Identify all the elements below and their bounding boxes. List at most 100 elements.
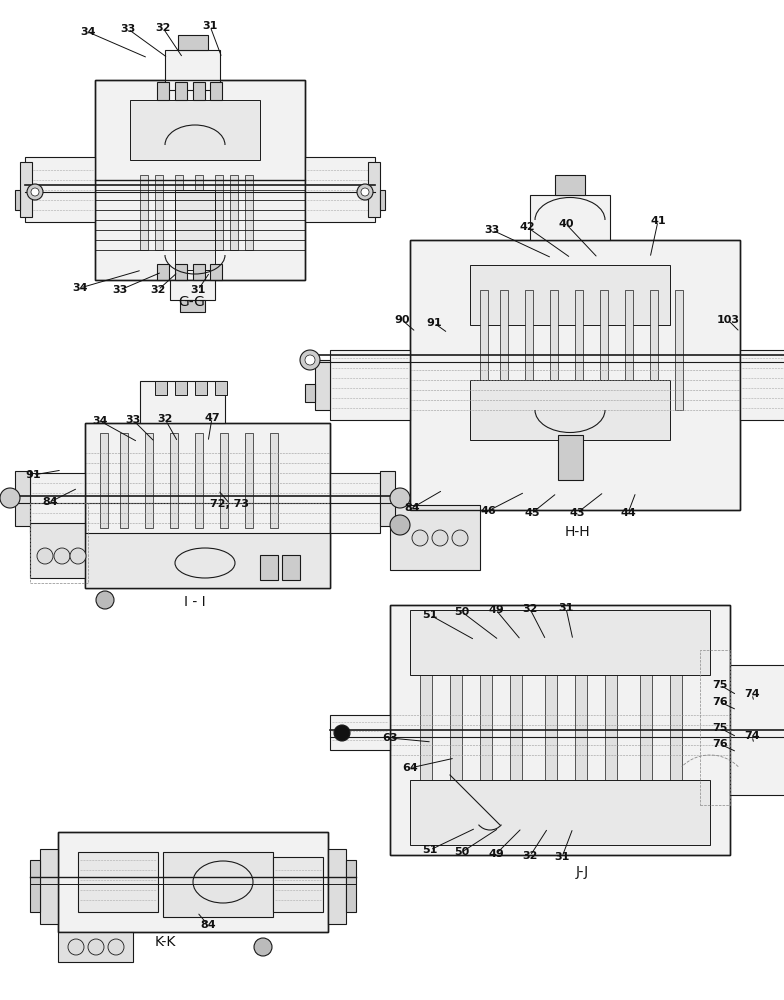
Bar (558, 435, 583, 480)
Text: 31: 31 (202, 21, 218, 31)
Bar (315, 360, 330, 410)
Text: 42: 42 (519, 222, 535, 232)
Text: 84: 84 (405, 503, 419, 513)
Circle shape (300, 350, 320, 370)
Bar (575, 290, 583, 410)
Bar (20, 162, 32, 217)
Text: 51: 51 (423, 845, 437, 855)
Circle shape (54, 548, 70, 564)
Text: 75: 75 (713, 723, 728, 733)
Bar (368, 162, 380, 217)
Bar (530, 195, 610, 240)
Bar (155, 381, 167, 395)
Bar (195, 433, 203, 528)
Bar (730, 665, 784, 795)
Bar (175, 264, 187, 280)
Circle shape (357, 184, 373, 200)
Text: 49: 49 (488, 849, 504, 859)
Bar (273, 857, 323, 912)
Bar (120, 433, 128, 528)
Circle shape (31, 188, 39, 196)
Bar (58, 832, 328, 932)
Bar (180, 300, 205, 312)
Circle shape (254, 938, 272, 956)
Bar (95, 80, 305, 280)
Text: 63: 63 (383, 733, 397, 743)
Bar (145, 433, 153, 528)
Bar (410, 780, 710, 845)
Text: 31: 31 (558, 603, 574, 613)
Circle shape (412, 530, 428, 546)
Bar (15, 471, 30, 526)
Text: 74: 74 (744, 731, 760, 741)
Text: 84: 84 (42, 497, 58, 507)
Bar (30, 860, 40, 912)
Bar (215, 175, 223, 250)
Bar (140, 175, 148, 250)
Circle shape (68, 939, 84, 955)
Bar (140, 381, 225, 423)
Text: 34: 34 (93, 416, 107, 426)
Circle shape (361, 188, 369, 196)
Circle shape (27, 184, 43, 200)
Text: 84: 84 (200, 920, 216, 930)
Bar (58, 932, 133, 962)
Bar (420, 660, 432, 795)
Circle shape (0, 488, 20, 508)
Text: 34: 34 (80, 27, 96, 37)
Bar (155, 175, 163, 250)
Bar (675, 290, 683, 410)
Bar (30, 523, 85, 578)
Bar (525, 290, 533, 410)
Bar (282, 555, 300, 580)
Bar (305, 384, 315, 402)
Bar (170, 280, 215, 300)
Text: 50: 50 (455, 607, 470, 617)
Bar (410, 240, 740, 510)
Text: 49: 49 (488, 605, 504, 615)
Bar (555, 175, 585, 195)
Bar (380, 190, 385, 210)
Bar (170, 433, 178, 528)
Text: 33: 33 (121, 24, 136, 34)
Text: 90: 90 (394, 315, 410, 325)
Text: 33: 33 (125, 415, 140, 425)
Circle shape (390, 515, 410, 535)
Bar (305, 157, 375, 222)
Bar (500, 290, 508, 410)
Bar (480, 660, 492, 795)
Bar (380, 471, 395, 526)
Bar (30, 473, 85, 533)
Text: 91: 91 (25, 470, 41, 480)
Bar (40, 849, 58, 924)
Text: 44: 44 (620, 508, 636, 518)
Bar (260, 555, 278, 580)
Bar (545, 660, 557, 795)
Bar (700, 650, 730, 805)
Text: 31: 31 (554, 852, 570, 862)
Bar (178, 35, 208, 50)
Text: 72, 73: 72, 73 (210, 499, 249, 509)
Bar (480, 290, 488, 410)
Circle shape (108, 939, 124, 955)
Bar (470, 380, 670, 440)
Circle shape (390, 488, 410, 508)
Bar (605, 660, 617, 795)
Bar (215, 381, 227, 395)
Bar (330, 715, 390, 750)
Bar (470, 265, 670, 325)
Text: 40: 40 (558, 219, 574, 229)
Text: 33: 33 (485, 225, 499, 235)
Bar (510, 660, 522, 795)
Bar (450, 660, 462, 795)
Text: 32: 32 (158, 414, 172, 424)
Bar (210, 82, 222, 100)
Bar (165, 50, 220, 90)
Text: 75: 75 (713, 680, 728, 690)
Text: 103: 103 (717, 315, 739, 325)
Text: 32: 32 (151, 285, 165, 295)
Bar (390, 605, 730, 855)
Bar (30, 503, 88, 583)
Bar (220, 433, 228, 528)
Circle shape (432, 530, 448, 546)
